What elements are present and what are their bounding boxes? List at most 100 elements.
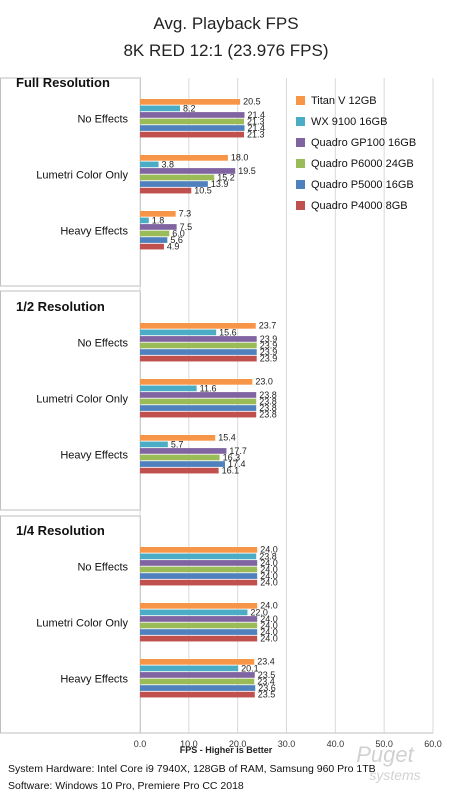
data-label: 23.9 — [260, 334, 278, 344]
data-label: 24.0 — [260, 614, 278, 624]
bar — [140, 616, 258, 622]
data-label: 24.0 — [260, 627, 278, 637]
data-label: 5.6 — [170, 235, 183, 245]
data-label: 23.4 — [257, 676, 275, 686]
data-label: 5.7 — [171, 439, 184, 449]
data-label: 20.5 — [243, 97, 261, 107]
legend: Titan V 12GB WX 9100 16GB Quadro GP100 16G… — [296, 95, 416, 212]
data-label: 16.1 — [222, 465, 240, 475]
bar — [140, 659, 255, 665]
x-tick-label: 0.0 — [134, 739, 147, 749]
data-label: 13.9 — [211, 179, 229, 189]
data-label: 15.6 — [219, 327, 237, 337]
bar — [140, 230, 170, 237]
data-label: 23.9 — [260, 340, 278, 350]
bar — [140, 385, 197, 392]
category-label: Lumetri Color Only — [36, 394, 128, 406]
chart-subtitle: 8K RED 12:1 (23.976 FPS) — [123, 41, 328, 60]
data-label: 23.8 — [259, 409, 277, 419]
watermark-logo: Puget systems — [356, 742, 420, 783]
bar — [140, 155, 228, 161]
bar — [140, 691, 255, 698]
data-label: 21.3 — [247, 116, 265, 126]
x-tick-label: 30.0 — [278, 739, 296, 749]
category-label: Lumetri Color Only — [36, 618, 128, 630]
bar — [140, 665, 239, 672]
x-tick-label: 40.0 — [327, 739, 345, 749]
bar — [140, 174, 215, 181]
bar — [140, 349, 257, 355]
x-axis: 0.0 10.0 20.0 30.0 40.0 50.0 60.0 — [134, 732, 442, 749]
bar — [140, 161, 159, 168]
data-label: 21.3 — [247, 129, 265, 139]
legend-label: Quadro GP100 16GB — [311, 137, 416, 149]
bar — [140, 635, 258, 642]
data-labels: 20.58.221.421.321.421.318.03.819.515.213… — [152, 97, 278, 700]
bar — [140, 435, 216, 441]
x-axis-label: FPS - Higher is Better — [180, 745, 273, 755]
group-headers: Full Resolution 1/2 Resolution 1/4 Resolut… — [16, 75, 110, 538]
bar — [140, 211, 176, 217]
data-label: 22.0 — [250, 607, 268, 617]
bar — [140, 579, 258, 586]
bar — [140, 467, 219, 474]
data-label: 23.9 — [260, 353, 278, 363]
bar — [140, 405, 257, 411]
data-label: 24.0 — [260, 564, 278, 574]
data-label: 20.1 — [241, 663, 259, 673]
legend-swatch — [296, 180, 305, 189]
bar — [140, 355, 257, 362]
data-label: 21.4 — [248, 123, 266, 133]
bar — [140, 609, 248, 616]
data-label: 21.4 — [248, 110, 266, 120]
bar — [140, 237, 168, 243]
data-label: 23.5 — [258, 689, 276, 699]
category-label: Heavy Effects — [60, 674, 128, 686]
data-label: 23.7 — [259, 321, 277, 331]
legend-swatch — [296, 201, 305, 210]
data-label: 17.7 — [229, 446, 247, 456]
bar — [140, 448, 227, 454]
bar — [140, 411, 257, 418]
group-header: 1/2 Resolution — [16, 299, 105, 314]
data-label: 24.0 — [260, 620, 278, 630]
data-label: 3.8 — [162, 159, 175, 169]
category-label: Lumetri Color Only — [36, 170, 128, 182]
bar — [140, 678, 255, 685]
bar — [140, 168, 236, 174]
x-tick-label: 10.0 — [180, 739, 198, 749]
legend-label: Quadro P4000 8GB — [311, 200, 408, 212]
bar — [140, 112, 245, 118]
x-tick-label: 50.0 — [375, 739, 393, 749]
data-label: 16.3 — [223, 452, 241, 462]
data-label: 10.5 — [194, 185, 212, 195]
bar — [140, 224, 177, 230]
bar — [140, 685, 256, 691]
data-label: 24.0 — [260, 633, 278, 643]
bar — [140, 672, 255, 678]
data-label: 23.8 — [259, 551, 277, 561]
data-label: 19.5 — [238, 166, 256, 176]
legend-label: Quadro P6000 24GB — [311, 158, 414, 170]
bar — [140, 547, 258, 553]
data-label: 11.6 — [200, 383, 217, 393]
x-tick-label: 20.0 — [229, 739, 247, 749]
group-header: Full Resolution — [16, 75, 110, 90]
category-label: No Effects — [77, 562, 128, 574]
data-label: 23.4 — [257, 657, 275, 667]
bar — [140, 181, 208, 187]
data-label: 24.0 — [260, 601, 278, 611]
bar — [140, 379, 253, 385]
data-label: 17.4 — [228, 459, 246, 469]
bar — [140, 99, 241, 105]
category-label: Heavy Effects — [60, 450, 128, 462]
bar — [140, 105, 181, 112]
bar — [140, 323, 256, 329]
footer-software: Software: Windows 10 Pro, Premiere Pro C… — [8, 780, 244, 792]
data-label: 23.9 — [260, 347, 278, 357]
bar — [140, 454, 220, 461]
data-label: 23.8 — [259, 396, 277, 406]
bar — [140, 125, 245, 131]
watermark-line2: systems — [369, 767, 420, 783]
